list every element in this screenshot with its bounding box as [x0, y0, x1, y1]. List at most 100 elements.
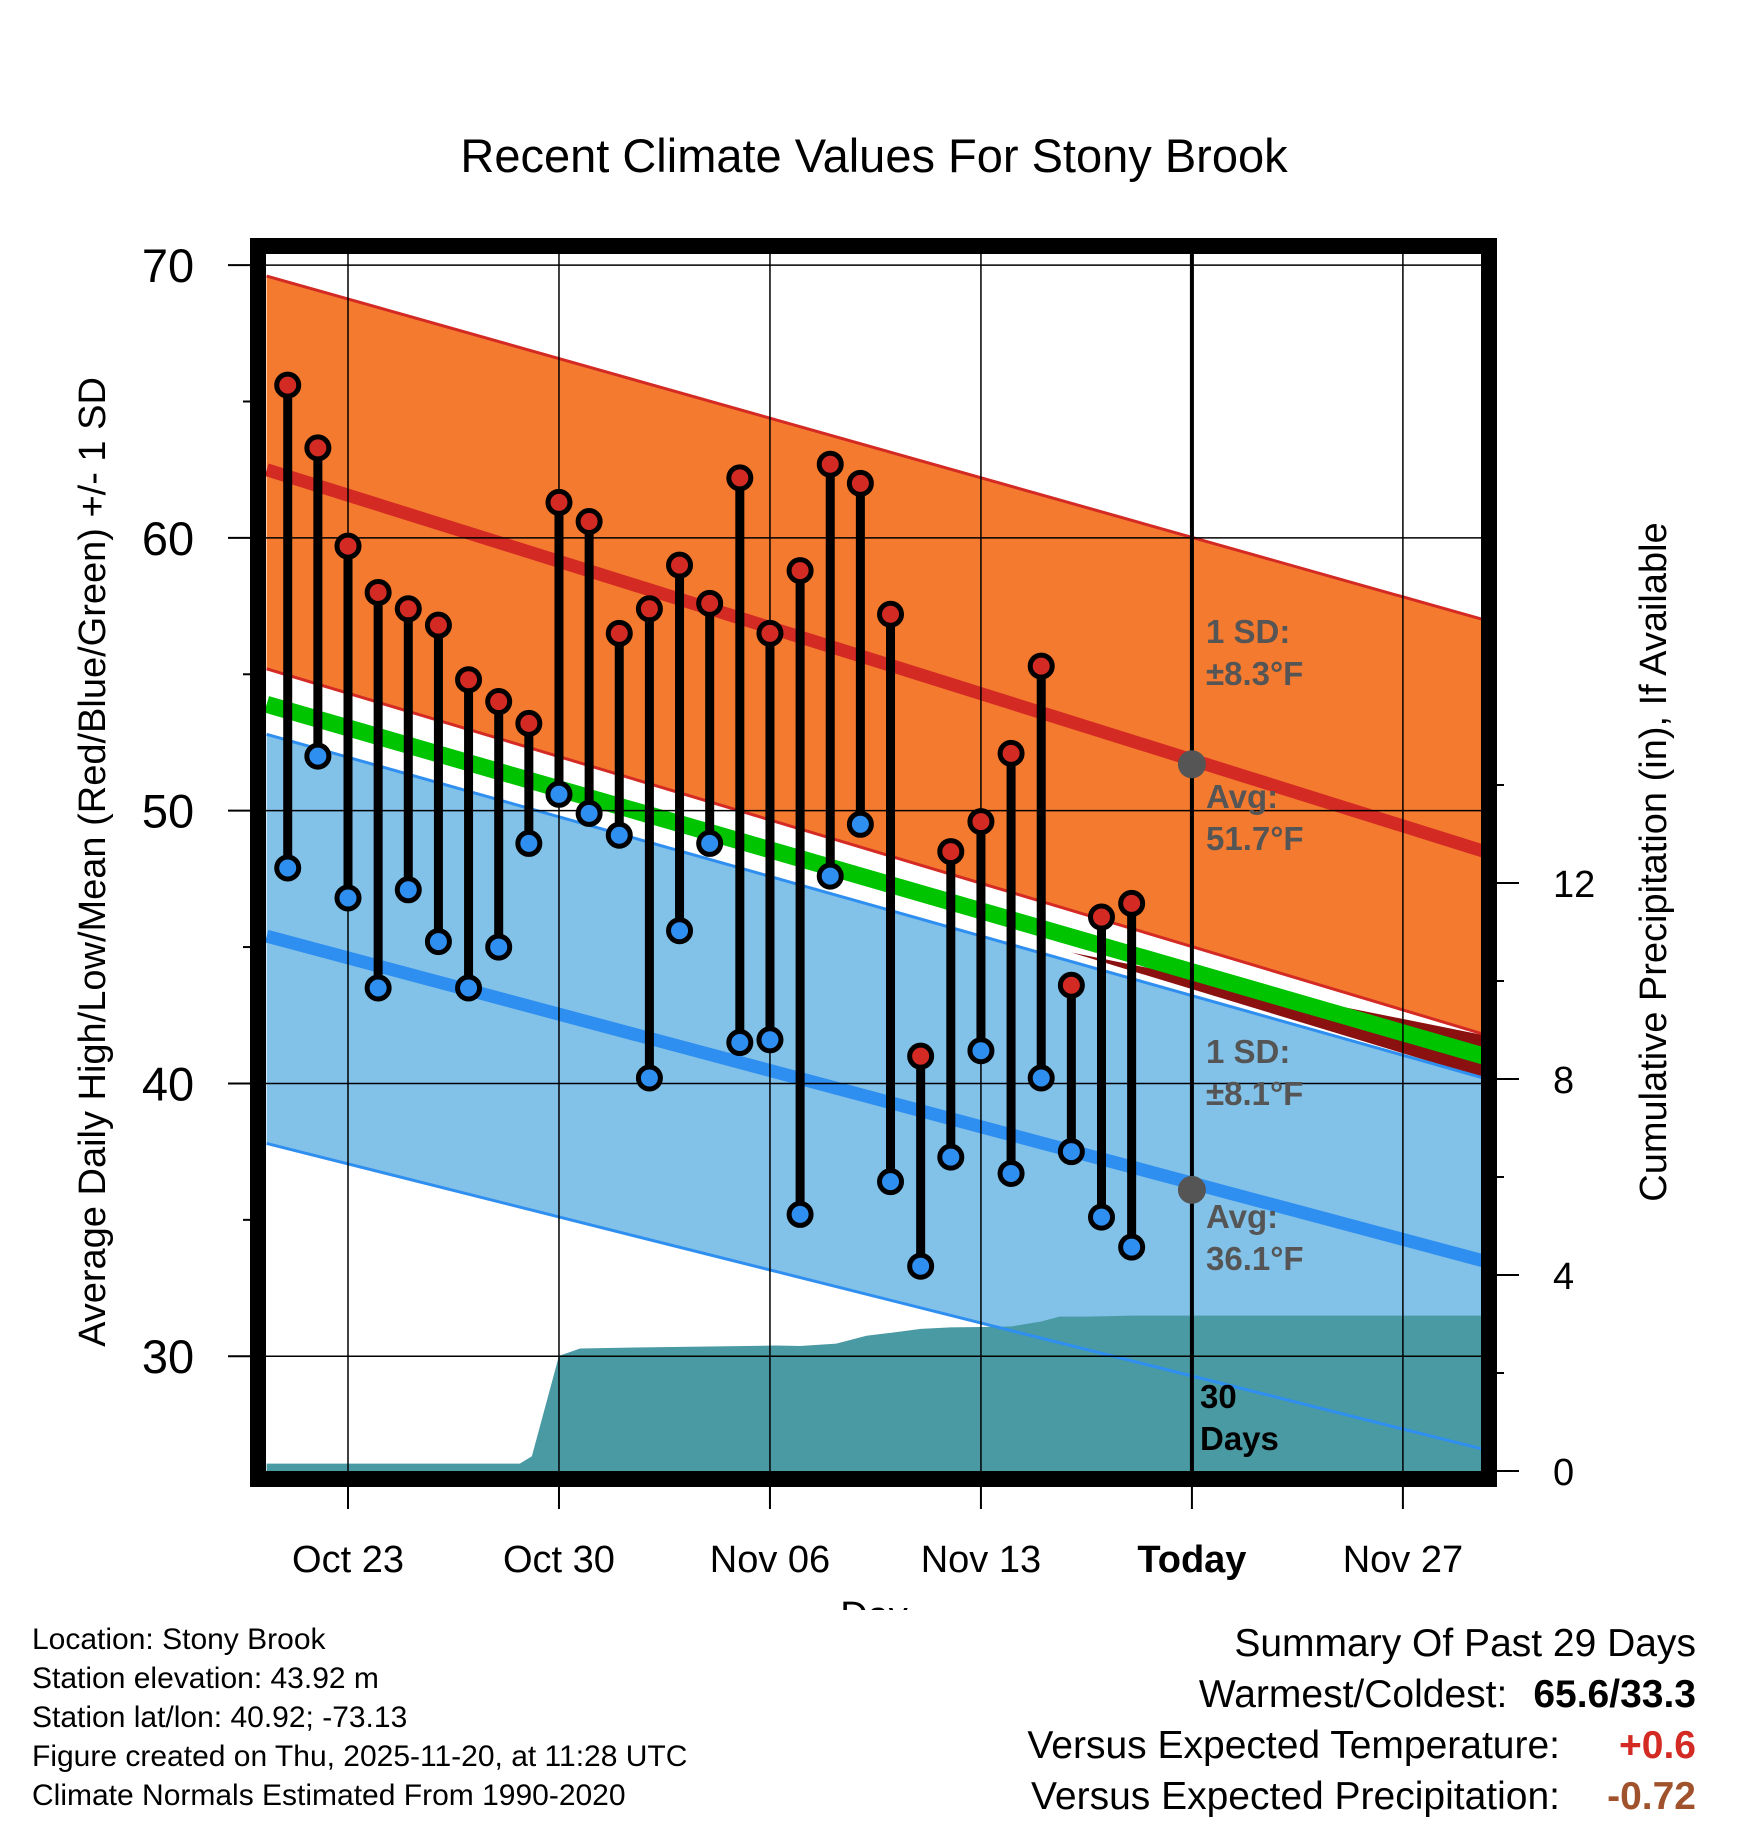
summary-panel: Summary Of Past 29 Days Warmest/Coldest:…: [1027, 1618, 1696, 1822]
summary-temp-label: Versus Expected Temperature:: [1027, 1724, 1560, 1767]
daily-low-point: [967, 1037, 995, 1065]
days-annotation-line1: 30: [1200, 1378, 1237, 1415]
daily-high-point: [605, 619, 633, 647]
daily-low-point: [696, 829, 724, 857]
y-tick-label: 70: [142, 239, 194, 292]
precipitation-area: [266, 1315, 1489, 1479]
summary-warmest-value: 65.6/33.3: [1533, 1673, 1696, 1716]
summary-temp-value: +0.6: [1619, 1724, 1696, 1767]
daily-high-point: [455, 666, 483, 694]
daily-low-point: [997, 1159, 1025, 1187]
created-text: Figure created on Thu, 2025-11-20, at 11…: [32, 1740, 688, 1773]
y-tick-label: 30: [142, 1330, 194, 1383]
band-overlap: [1071, 952, 1489, 1080]
chart-title: Recent Climate Values For Stony Brook: [460, 129, 1288, 182]
daily-low-point: [756, 1026, 784, 1054]
daily-high-point: [334, 532, 362, 560]
y2-tick-label: 12: [1553, 864, 1595, 906]
plot-frame: [250, 238, 1497, 1487]
daily-high-point: [485, 688, 513, 716]
daily-high-point: [635, 595, 663, 623]
daily-low-point: [1027, 1064, 1055, 1092]
low-sd-annotation-line1: 1 SD:: [1206, 1033, 1290, 1070]
daily-high-point: [846, 469, 874, 497]
high-sd-annotation-line2: ±8.3°F: [1206, 655, 1303, 692]
daily-low-point: [364, 974, 392, 1002]
low-sd-annotation-line2: ±8.1°F: [1206, 1075, 1303, 1112]
daily-low-point: [666, 917, 694, 945]
daily-high-point: [877, 600, 905, 628]
daily-high-point: [756, 619, 784, 647]
daily-high-point: [515, 709, 543, 737]
daily-high-point: [786, 557, 814, 585]
low-avg-annotation-line1: Avg:: [1206, 1198, 1278, 1235]
daily-high-point: [545, 488, 573, 516]
daily-low-point: [937, 1143, 965, 1171]
daily-high-point: [1118, 889, 1146, 917]
today-low-marker: [1177, 1175, 1206, 1204]
low-avg-annotation-line2: 36.1°F: [1206, 1240, 1304, 1277]
daily-high-point: [1088, 903, 1115, 931]
daily-low-point: [1118, 1233, 1146, 1261]
daily-high-point: [666, 551, 694, 579]
summary-title: Summary Of Past 29 Days: [1234, 1622, 1696, 1665]
daily-high-point: [696, 589, 724, 617]
daily-high-point: [997, 739, 1025, 767]
daily-low-point: [726, 1029, 754, 1057]
climate-chart: Recent Climate Values For Stony Brook 1 …: [72, 129, 1675, 1610]
x-tick-label: Oct 23: [292, 1539, 404, 1581]
daily-low-point: [455, 974, 483, 1002]
summary-temp-row: Versus Expected Temperature: +0.6: [1027, 1720, 1696, 1771]
daily-high-point: [1057, 971, 1085, 999]
daily-low-point: [635, 1064, 663, 1092]
days-annotation-line2: Days: [1200, 1420, 1279, 1457]
low-lower-edge: [266, 1142, 1489, 1453]
station-info: Location: Stony Brook Station elevation:…: [32, 1620, 687, 1815]
y2-tick-label: 4: [1553, 1256, 1574, 1298]
daily-high-point: [967, 808, 995, 836]
x-tick-label: Nov 27: [1343, 1539, 1463, 1581]
daily-low-point: [424, 928, 452, 956]
daily-high-point: [937, 838, 965, 866]
daily-low-point: [485, 933, 513, 961]
x-tick-label: Nov 13: [921, 1539, 1041, 1581]
location-text: Location: Stony Brook: [32, 1623, 326, 1656]
elevation-text: Station elevation: 43.92 m: [32, 1662, 379, 1695]
daily-high-point: [726, 464, 754, 492]
daily-low-point: [515, 829, 543, 857]
y-tick-label: 40: [142, 1057, 194, 1110]
summary-precip-value: -0.72: [1607, 1775, 1696, 1818]
y-axis-label: Average Daily High/Low/Mean (Red/Blue/Gr…: [72, 377, 114, 1347]
daily-high-point: [394, 595, 422, 623]
daily-low-point: [274, 854, 302, 882]
summary-precip-label: Versus Expected Precipitation:: [1031, 1775, 1560, 1818]
high-avg-annotation-line1: Avg:: [1206, 778, 1278, 815]
normals-text: Climate Normals Estimated From 1990-2020: [32, 1779, 626, 1812]
daily-low-point: [575, 799, 603, 827]
y2-tick-label: 8: [1553, 1060, 1574, 1102]
summary-precip-row: Versus Expected Precipitation: -0.72: [1027, 1771, 1696, 1822]
latlon-text: Station lat/lon: 40.92; -73.13: [32, 1701, 408, 1734]
daily-low-point: [816, 862, 844, 890]
daily-high-point: [816, 450, 844, 478]
x-tick-label: Oct 30: [503, 1539, 615, 1581]
daily-low-point: [334, 884, 362, 912]
daily-low-point: [846, 810, 874, 838]
summary-warmest-row: Warmest/Coldest: 65.6/33.3: [1027, 1669, 1696, 1720]
daily-high-point: [364, 578, 392, 606]
daily-low-point: [605, 821, 633, 849]
x-tick-label: Today: [1137, 1539, 1246, 1581]
daily-high-point: [304, 434, 332, 462]
y-tick-label: 50: [142, 785, 194, 838]
daily-low-point: [1088, 1203, 1115, 1231]
low-sd-band: [266, 734, 1489, 1451]
y2-tick-label: 0: [1553, 1452, 1574, 1494]
x-axis-label: Day: [840, 1595, 908, 1610]
y2-axis-label: Cumulative Precipitation (in), If Availa…: [1633, 522, 1675, 1201]
daily-high-point: [907, 1042, 935, 1070]
daily-low-point: [304, 742, 332, 770]
high-normal-line: [264, 463, 1489, 860]
x-tick-label: Nov 06: [710, 1539, 830, 1581]
daily-high-point: [1027, 652, 1055, 680]
daily-low-point: [786, 1200, 814, 1228]
